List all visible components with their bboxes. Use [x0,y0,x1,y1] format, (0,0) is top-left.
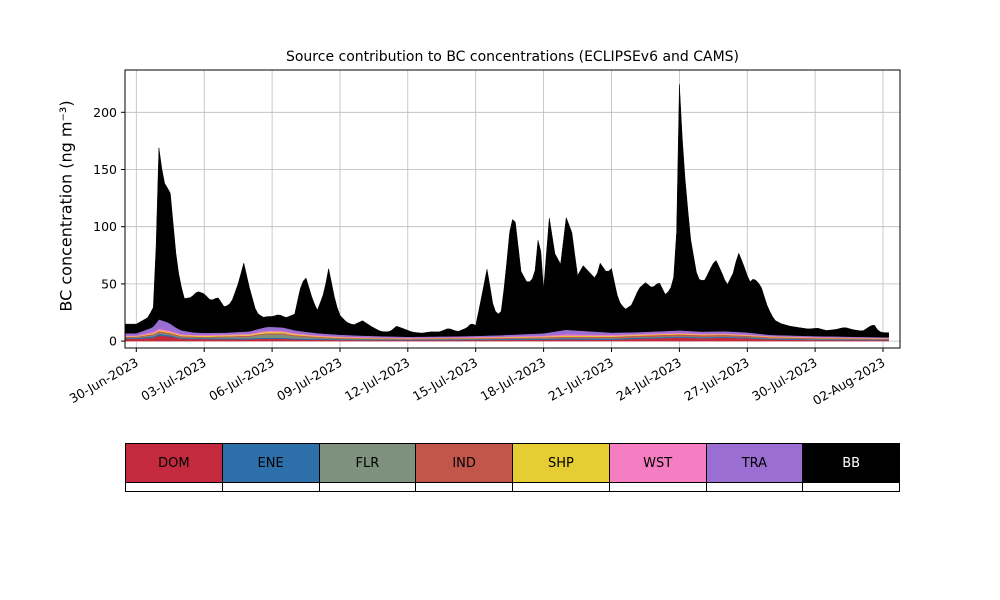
legend-item-WST: WST [609,444,707,482]
x-tick-label: 12-Jul-2023 [342,355,412,404]
legend-empty-cell [222,483,320,491]
legend-row: DOM ENE FLR IND SHP WST TRA BB [125,443,900,483]
legend-empty-cell [126,483,223,491]
legend-item-DOM: DOM [126,444,223,482]
area-series-BB [125,84,889,338]
legend-empty-cell [609,483,707,491]
plot-svg: 30-Jun-202303-Jul-202306-Jul-202309-Jul-… [67,69,901,408]
x-tick-label: 21-Jul-2023 [546,355,616,404]
legend-bottom-row [125,483,900,492]
legend: DOM ENE FLR IND SHP WST TRA BB [125,443,900,492]
x-tick-label: 09-Jul-2023 [274,355,344,404]
y-tick-label: 50 [101,276,117,291]
x-tick-label: 06-Jul-2023 [206,355,276,404]
x-tick-label: 02-Aug-2023 [810,355,888,408]
legend-item-BB: BB [803,444,899,482]
legend-label: ENE [257,455,284,471]
x-tick-label: 03-Jul-2023 [138,355,208,404]
legend-empty-cell [319,483,417,491]
y-tick-label: 100 [93,219,117,234]
y-tick-label: 200 [93,105,117,120]
plot-border [124,69,901,349]
legend-empty-cell [416,483,513,491]
legend-item-SHP: SHP [513,444,610,482]
x-tick-label: 30-Jun-2023 [67,355,141,406]
legend-label: IND [452,455,476,471]
legend-empty-cell [706,483,804,491]
legend-empty-cell [803,483,899,491]
y-tick-label: 150 [93,162,117,177]
legend-item-TRA: TRA [706,444,804,482]
legend-label: TRA [741,455,768,471]
legend-item-ENE: ENE [222,444,320,482]
legend-empty-cell [513,483,610,491]
legend-item-IND: IND [416,444,513,482]
x-tick-label: 15-Jul-2023 [410,355,480,404]
x-tick-label: 27-Jul-2023 [681,355,751,404]
x-tick-label: 30-Jul-2023 [749,355,819,404]
legend-label: FLR [355,455,380,471]
legend-label: BB [842,455,861,471]
chart-title: Source contribution to BC concentrations… [285,49,740,65]
x-tick-label: 18-Jul-2023 [478,355,548,404]
legend-label: SHP [547,455,574,471]
x-tick-label: 24-Jul-2023 [614,355,684,404]
legend-item-FLR: FLR [319,444,417,482]
y-tick-label: 0 [109,334,117,349]
legend-label: DOM [158,455,190,471]
legend-label: WST [643,455,673,471]
